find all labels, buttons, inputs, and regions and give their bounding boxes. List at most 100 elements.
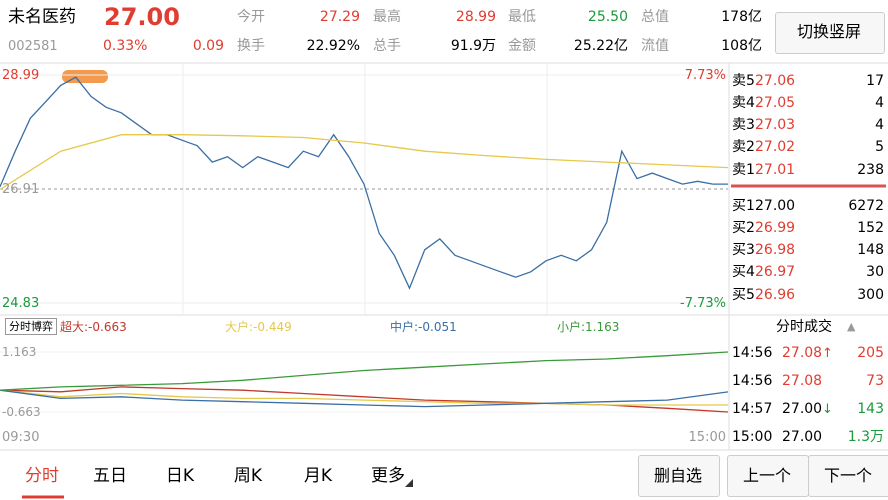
book-price: 27.02 [755, 139, 796, 155]
book-price: 27.03 [755, 117, 796, 133]
book-label: 卖5 [732, 73, 755, 89]
stat-label: 流值 [641, 38, 669, 54]
legend-entry: 超大:-0.663 [60, 320, 127, 334]
tab[interactable]: 分时 [25, 465, 59, 486]
button-label[interactable]: 删自选 [653, 466, 702, 485]
trade-volume: 73 [866, 373, 884, 389]
tab[interactable]: 五日 [93, 465, 127, 486]
x-label: 09:30 [2, 429, 40, 445]
stat-value: 27.29 [319, 9, 360, 25]
legend-entry: 小户:1.163 [557, 320, 620, 334]
book-price: 27.01 [755, 162, 796, 178]
change-pct: 0.33% [103, 38, 148, 54]
nav-button[interactable] [638, 455, 720, 497]
trade-price: 27.00 [782, 429, 823, 445]
book-price: 26.98 [755, 242, 796, 258]
change: 0.09 [192, 38, 224, 54]
tab[interactable]: 日K [165, 465, 195, 486]
highlight [62, 70, 108, 83]
stock-code: 002581 [8, 38, 58, 54]
book-label: 买4 [732, 264, 755, 280]
book-label: 买5 [732, 287, 755, 303]
trade-price: 27.08 [782, 345, 823, 361]
trade-time: 14:57 [732, 401, 773, 417]
book-volume: 5 [875, 139, 884, 155]
trade-time: 14:56 [732, 373, 773, 389]
button-label[interactable]: 切换竖屏 [796, 22, 861, 41]
stat-value: 22.92% [306, 38, 360, 54]
button-label[interactable]: 下一个 [823, 466, 872, 485]
stat-value: 25.50 [587, 9, 628, 25]
trade-volume: 1.3万 [847, 429, 884, 445]
line [0, 76, 728, 290]
trade-direction: ↓ [822, 401, 833, 417]
y-tick-label: 28.99 [2, 67, 40, 83]
trade-direction: ↑ [822, 345, 833, 361]
book-label: 买1 [732, 198, 755, 214]
panel-title: 分时成交 [776, 319, 832, 335]
trade-volume: 143 [857, 401, 884, 417]
book-volume: 17 [866, 73, 884, 89]
book-volume: 4 [875, 95, 884, 111]
legend-entry: 大户:-0.449 [225, 320, 292, 334]
book-label: 卖1 [732, 162, 755, 178]
book-label: 买3 [732, 242, 755, 258]
pct-label: -7.73% [680, 295, 726, 311]
pct-label: 7.73% [684, 67, 726, 83]
x-label: 15:00 [688, 429, 726, 445]
stat-label: 总值 [641, 9, 669, 25]
stat-label: 最高 [373, 9, 401, 25]
orientation-button[interactable] [775, 12, 885, 54]
book-volume: 148 [857, 242, 884, 258]
stat-value: 25.22亿 [573, 38, 628, 54]
book-volume: 238 [857, 162, 884, 178]
trade-price: 27.08 [782, 373, 823, 389]
tab[interactable]: 周K [233, 465, 263, 486]
book-volume: 4 [875, 117, 884, 133]
book-label: 卖2 [732, 139, 755, 155]
book-volume: 152 [857, 220, 884, 236]
tab[interactable]: 更多 [371, 465, 405, 486]
book-price: 26.99 [755, 220, 796, 236]
line [0, 389, 729, 408]
nav-button[interactable] [808, 455, 888, 497]
legend-entry: 中户:-0.051 [390, 320, 457, 334]
book-volume: 300 [857, 287, 884, 303]
book-label: 卖3 [732, 117, 755, 133]
y-tick-label: 24.83 [2, 295, 40, 311]
book-price: 26.96 [755, 287, 796, 303]
sort-icon[interactable]: ▲ [847, 320, 856, 333]
line [0, 134, 729, 191]
trade-volume: 205 [857, 345, 884, 361]
dropdown-icon [405, 479, 413, 487]
stat-label: 最低 [508, 9, 536, 25]
book-price: 27.00 [755, 198, 796, 214]
y-tick-label: -0.663 [2, 404, 41, 419]
line [0, 389, 728, 406]
book-volume: 6272 [848, 198, 884, 214]
line [0, 351, 729, 391]
trade-time: 15:00 [732, 429, 773, 445]
book-volume: 30 [866, 264, 884, 280]
trade-time: 14:56 [732, 345, 773, 361]
button-label[interactable]: 上一个 [742, 466, 791, 485]
book-label: 卖4 [732, 95, 755, 111]
stock-name: 未名医药 [8, 6, 76, 27]
stat-label: 总手 [373, 38, 401, 54]
stat-label: 换手 [237, 38, 265, 54]
tab[interactable]: 月K [303, 465, 333, 486]
stat-value: 91.9万 [450, 38, 496, 54]
stat-value: 28.99 [455, 9, 496, 25]
stat-value: 178亿 [721, 9, 762, 25]
stat-label: 今开 [237, 9, 265, 25]
book-price: 27.06 [755, 73, 796, 89]
trade-price: 27.00 [782, 401, 823, 417]
y-tick-label: 26.91 [2, 181, 40, 197]
stat-value: 108亿 [721, 38, 762, 54]
book-price: 26.97 [755, 264, 796, 280]
panel-title: 分时博弈 [5, 318, 57, 335]
stock-price: 27.00 [104, 3, 180, 31]
y-tick-label: 1.163 [2, 344, 37, 359]
